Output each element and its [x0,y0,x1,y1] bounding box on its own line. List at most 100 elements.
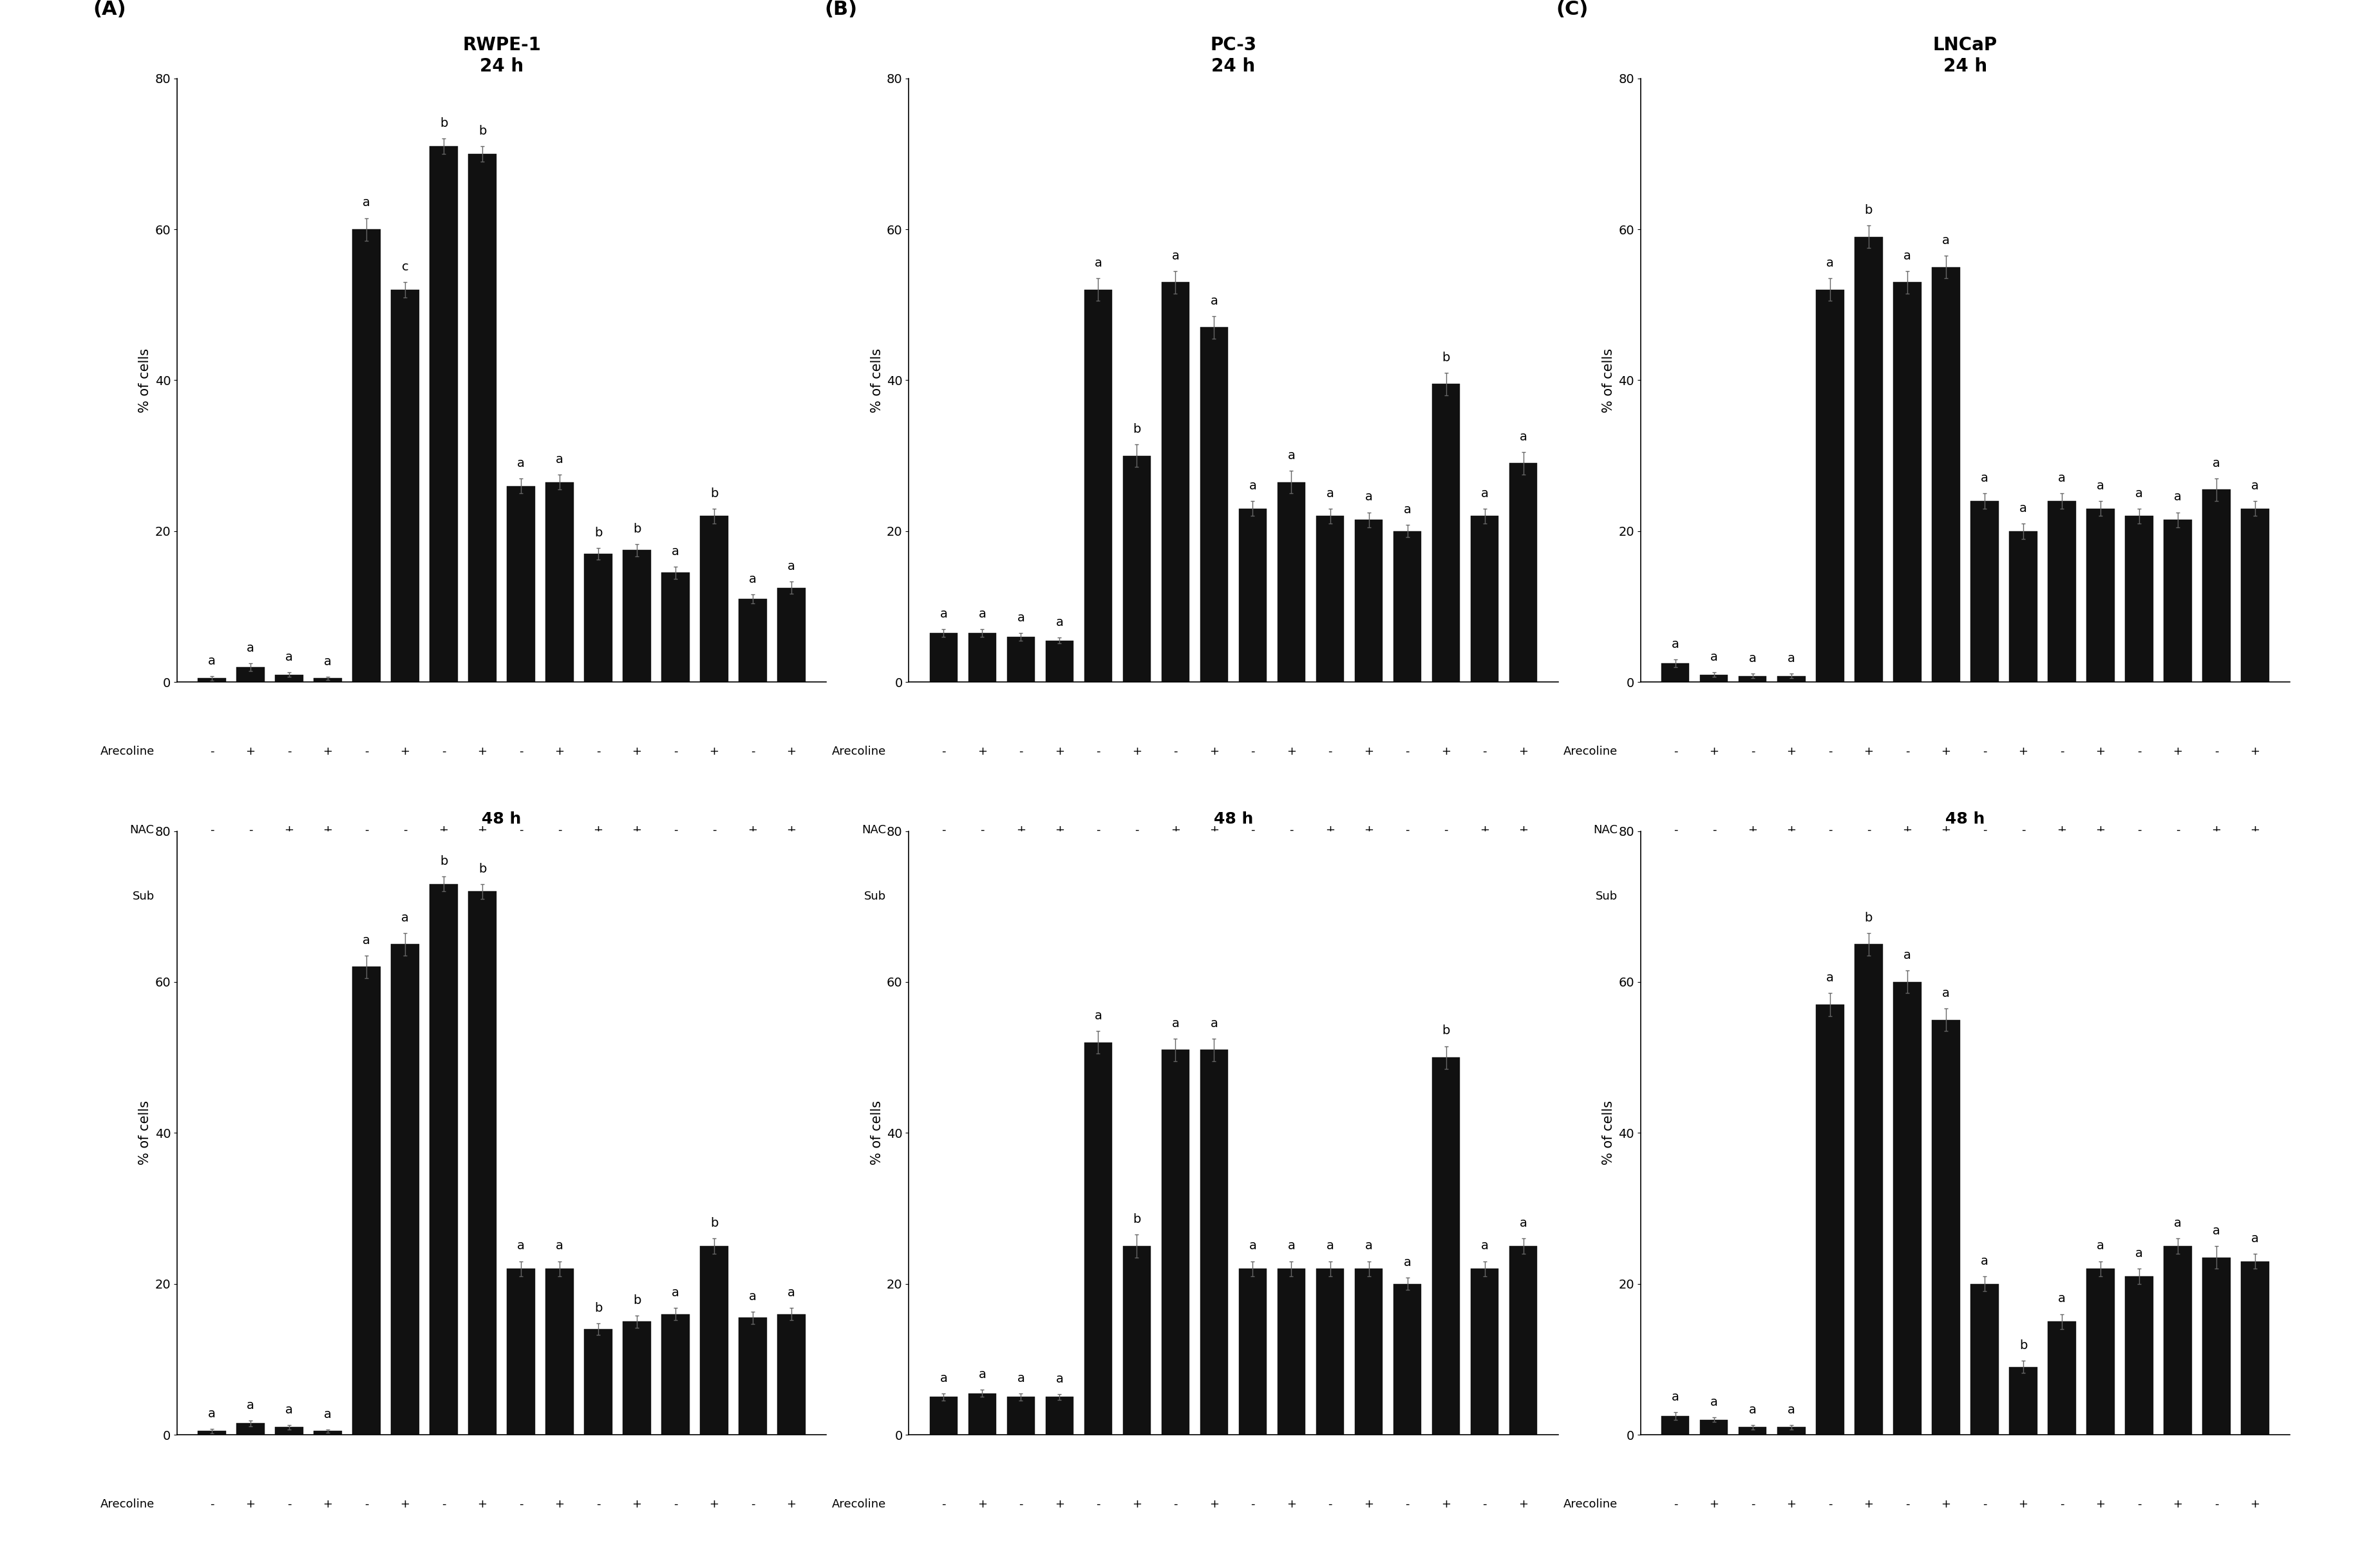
Text: -: - [557,825,562,836]
Text: a: a [2211,456,2221,469]
Bar [1008,1397,1034,1435]
Text: a: a [2058,1292,2065,1305]
Text: b: b [2018,1339,2027,1352]
Text: +: + [2211,825,2221,836]
Bar [2164,521,2190,682]
Text: +: + [1787,1499,1796,1510]
Text: Sub: Sub [1595,891,1617,902]
Text: b: b [710,488,717,500]
Text: -: - [210,746,215,757]
Title: LNCaP
24 h: LNCaP 24 h [1933,36,1997,75]
Bar [739,1317,767,1435]
Bar [2124,1276,2152,1435]
Text: -: - [1905,1499,1909,1510]
Text: a: a [2251,480,2259,492]
Bar [585,554,611,682]
Text: +: + [2249,746,2259,757]
Text: a: a [1171,1018,1180,1030]
Text: -: - [1827,746,1831,757]
Bar [1777,1427,1805,1435]
Text: a: a [1364,491,1371,503]
Text: +: + [2018,746,2027,757]
Text: a: a [1404,503,1411,516]
Text: a: a [1980,472,1987,485]
Text: a: a [517,456,524,469]
Bar [2008,532,2037,682]
Text: +: + [632,1499,642,1510]
Bar [276,674,302,682]
Text: a: a [1709,1396,1718,1408]
Text: +: + [632,825,642,836]
Text: +: + [1208,746,1218,757]
Text: +: + [1517,1499,1527,1510]
Text: +: + [477,746,486,757]
Text: Arecoline: Arecoline [1562,1499,1617,1510]
Text: a: a [673,1287,680,1298]
Text: -: - [2214,746,2218,757]
Text: a: a [1326,1240,1333,1253]
Text: a: a [323,655,330,668]
Text: +: + [2018,1499,2027,1510]
Text: -: - [1711,825,1716,836]
Bar [1433,1057,1458,1435]
Text: +: + [1440,1499,1451,1510]
Text: a: a [2096,1240,2103,1253]
Text: -: - [441,1499,446,1510]
Text: a: a [1671,638,1678,651]
Bar [1971,1284,1999,1435]
Text: b: b [439,118,448,130]
Text: -: - [1482,746,1487,757]
Bar [545,1269,573,1435]
Text: b: b [595,1301,602,1314]
Bar [1815,290,1843,682]
Bar [968,633,996,682]
Text: +: + [1015,825,1027,836]
Text: +: + [1133,1499,1142,1510]
Text: -: - [1329,746,1331,757]
Bar [2124,516,2152,682]
Bar [2240,1261,2268,1435]
Text: -: - [1827,825,1831,836]
Text: a: a [2018,502,2027,514]
Text: +: + [2171,1499,2183,1510]
Text: +: + [1864,746,1874,757]
Text: +: + [786,1499,795,1510]
Text: -: - [2136,1499,2141,1510]
Text: Sub: Sub [864,891,885,902]
Text: a: a [363,935,371,947]
Text: +: + [786,746,795,757]
Text: +: + [323,746,333,757]
Text: a: a [1248,480,1256,492]
Text: -: - [363,825,368,836]
Text: -: - [519,825,524,836]
Text: -: - [2020,825,2025,836]
Text: -: - [1982,1499,1987,1510]
Text: -: - [2060,1499,2063,1510]
Text: -: - [1020,1499,1022,1510]
Text: +: + [977,1499,986,1510]
Bar [701,516,727,682]
Text: +: + [1055,1499,1064,1510]
Text: -: - [1329,1499,1331,1510]
Text: a: a [1480,488,1489,500]
Text: S: S [2039,891,2046,902]
Bar [2086,1269,2115,1435]
Text: -: - [519,1499,524,1510]
Text: -: - [2060,746,2063,757]
Text: +: + [555,1499,564,1510]
Text: a: a [2096,480,2103,492]
Bar [1045,1397,1074,1435]
Bar [1930,267,1959,682]
Text: +: + [1364,1499,1374,1510]
Text: -: - [1095,746,1100,757]
Bar [1815,1005,1843,1435]
Bar [1508,1247,1536,1435]
Text: NAC: NAC [861,825,885,836]
Text: +: + [1440,746,1451,757]
Text: -: - [597,1499,599,1510]
Bar [1893,982,1921,1435]
Bar [392,944,418,1435]
Text: +: + [323,1499,333,1510]
Bar [507,486,536,682]
Bar [623,550,651,682]
